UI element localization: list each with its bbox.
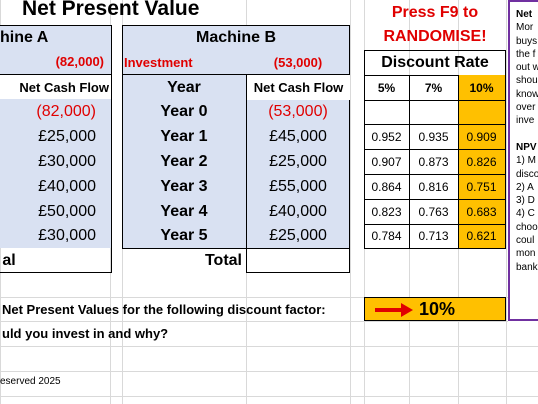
- factor-1-5: 0.952: [371, 129, 402, 144]
- question-invest: uld you invest in and why?: [2, 326, 169, 341]
- panel-line-19: bank: [516, 261, 538, 273]
- machine-a-cash-header: Net Cash Flow: [0, 75, 112, 99]
- machine-b-year-header: Year: [167, 78, 201, 96]
- factor-4-10: 0.683: [466, 204, 497, 219]
- machine-b-year-4: Year 4: [160, 202, 208, 220]
- factor-3-5: 0.864: [371, 179, 402, 194]
- panel-line-0: Net: [516, 9, 533, 20]
- machine-b-investment-label: Investment: [124, 54, 193, 70]
- selected-rate-box[interactable]: 10%: [364, 297, 506, 321]
- machine-a-investment[interactable]: (82,000): [55, 54, 104, 69]
- machine-a-cash-3[interactable]: £40,000: [38, 177, 96, 195]
- machine-a-title: hine A: [0, 28, 49, 46]
- machine-a-cash-4[interactable]: £50,000: [38, 202, 96, 220]
- factor-4-5: 0.823: [371, 204, 402, 219]
- machine-b-year-0: Year 0: [160, 103, 208, 120]
- factor-3-10: 0.751: [466, 179, 497, 194]
- machine-b-cash-header: Net Cash Flow: [246, 75, 350, 100]
- panel-line-1: Mor: [516, 22, 534, 34]
- machine-a-cash-1[interactable]: £25,000: [38, 127, 96, 145]
- arrow-right-icon: [375, 303, 413, 317]
- instructions-panel: Net Mor buys the f out w shou know over …: [508, 0, 538, 321]
- panel-line-14: 3) D: [516, 195, 535, 207]
- copyright-text: eserved 2025: [0, 376, 61, 387]
- panel-line-7: over: [516, 102, 536, 114]
- machine-b-total-label: Total: [204, 251, 242, 269]
- panel-line-2: buys: [516, 35, 538, 47]
- machine-b-cash-4[interactable]: £40,000: [269, 202, 327, 220]
- panel-line-4: out w: [516, 62, 538, 74]
- panel-line-3: the f: [516, 48, 536, 60]
- machine-a-total-label: al: [2, 251, 16, 269]
- factor-3-7: 0.816: [418, 179, 449, 194]
- machine-b-year-1: Year 1: [160, 127, 208, 145]
- question-npv: Net Present Values for the following dis…: [2, 302, 326, 317]
- press-f9-line2: RANDOMISE!: [383, 28, 487, 45]
- panel-line-16: choo: [516, 221, 538, 233]
- machine-a-cash-2[interactable]: £30,000: [38, 152, 96, 170]
- panel-line-6: know: [516, 88, 538, 100]
- machine-b-title: Machine B: [195, 28, 276, 46]
- factor-1-10: 0.909: [466, 129, 497, 144]
- panel-line-12: disco: [516, 168, 538, 180]
- factor-2-5: 0.907: [371, 154, 402, 169]
- press-f9-line1: Press F9 to: [391, 4, 479, 21]
- machine-b-year-2: Year 2: [160, 152, 208, 170]
- discount-rate-title: Discount Rate: [364, 50, 506, 75]
- panel-line-18: mon: [516, 248, 536, 260]
- machine-a-cash-5[interactable]: £30,000: [38, 227, 96, 244]
- panel-line-10: NPV: [516, 141, 537, 153]
- selected-rate-value: 10%: [418, 298, 456, 319]
- machine-b-cash-2[interactable]: £25,000: [269, 152, 327, 170]
- factor-5-7: 0.713: [418, 229, 449, 243]
- page-title: Net Present Value: [22, 0, 200, 20]
- factor-1-7: 0.935: [418, 129, 449, 144]
- machine-b-cash-5[interactable]: £25,000: [269, 227, 327, 244]
- panel-line-5: shou: [516, 75, 538, 87]
- machine-b-cash-0[interactable]: (53,000): [268, 103, 328, 120]
- panel-line-17: coul: [516, 235, 535, 247]
- factor-5-10: 0.621: [466, 229, 497, 243]
- factor-4-7: 0.763: [418, 204, 449, 219]
- rate-5: 5%: [377, 80, 396, 95]
- machine-a-cash-0[interactable]: (82,000): [36, 103, 96, 120]
- factor-5-5: 0.784: [371, 229, 402, 243]
- panel-line-15: 4) C: [516, 208, 535, 220]
- machine-b-cash-1[interactable]: £45,000: [269, 127, 327, 145]
- machine-b-total-value[interactable]: [246, 248, 350, 273]
- selected-rate-column: [458, 75, 505, 248]
- machine-a-table: hine A (82,000) Net Cash Flow: [0, 25, 112, 248]
- machine-b-investment-value[interactable]: (53,000): [273, 54, 323, 70]
- machine-b-cash-3[interactable]: £55,000: [269, 177, 327, 195]
- panel-line-11: 1) M: [516, 155, 536, 167]
- panel-line-8: inve: [516, 115, 535, 127]
- rate-7: 7%: [424, 80, 443, 95]
- machine-b-table: [122, 25, 350, 248]
- rate-10: 10%: [469, 80, 494, 95]
- factor-2-7: 0.873: [418, 154, 449, 169]
- factor-2-10: 0.826: [466, 154, 497, 169]
- panel-line-9: [516, 128, 538, 141]
- panel-line-13: 2) A: [516, 181, 534, 193]
- machine-b-year-3: Year 3: [160, 177, 208, 195]
- machine-b-year-5: Year 5: [160, 227, 208, 244]
